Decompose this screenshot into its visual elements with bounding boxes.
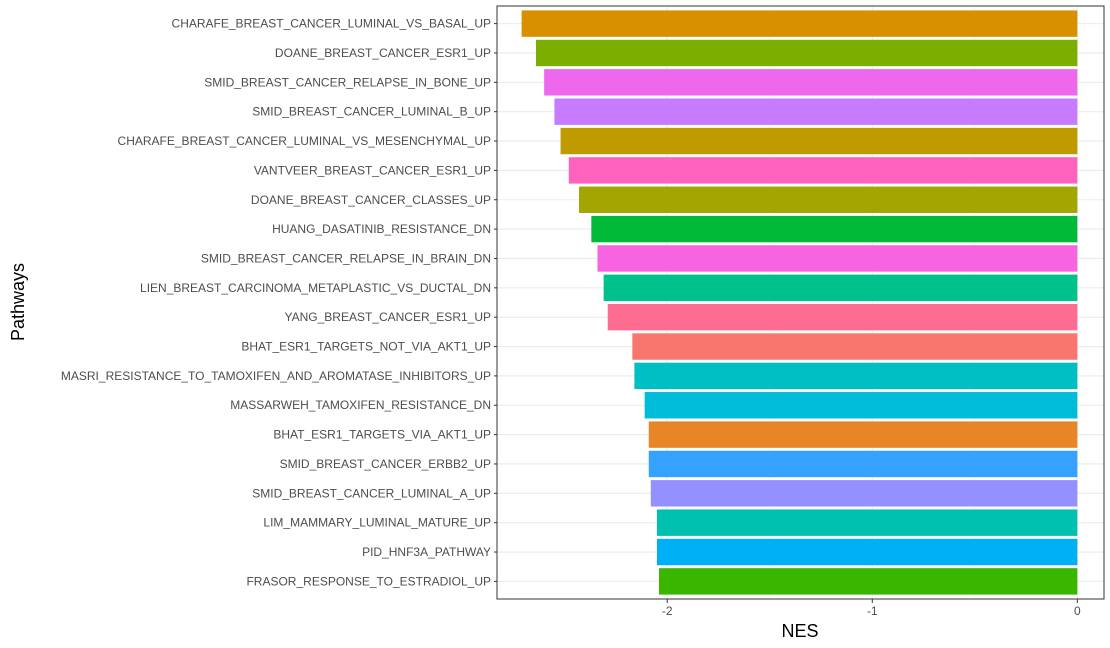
y-tick-label: PID_HNF3A_PATHWAY (362, 545, 491, 559)
x-tick-label: -1 (867, 604, 878, 618)
bar (591, 215, 1078, 243)
bar (603, 274, 1078, 302)
y-tick-label: LIEN_BREAST_CARCINOMA_METAPLASTIC_VS_DUC… (140, 281, 491, 295)
bar (650, 480, 1078, 507)
y-tick-label: CHARAFE_BREAST_CANCER_LUMINAL_VS_MESENCH… (118, 134, 491, 148)
bar (644, 392, 1078, 419)
bar (597, 245, 1078, 272)
y-tick-label: YANG_BREAST_CANCER_ESR1_UP (284, 310, 491, 324)
y-tick-label: SMID_BREAST_CANCER_LUMINAL_A_UP (252, 486, 491, 500)
bar (568, 157, 1078, 184)
bar (634, 362, 1078, 390)
y-tick-label: BHAT_ESR1_TARGETS_VIA_AKT1_UP (273, 428, 491, 442)
bar (521, 10, 1078, 37)
y-tick-label: VANTVEER_BREAST_CANCER_ESR1_UP (254, 163, 491, 177)
y-tick-label: FRASOR_RESPONSE_TO_ESTRADIOL_UP (246, 574, 491, 588)
y-tick-label: SMID_BREAST_CANCER_ERBB2_UP (280, 457, 491, 471)
y-tick-label: DOANE_BREAST_CANCER_CLASSES_UP (251, 193, 491, 207)
bar (648, 421, 1078, 448)
bar (607, 303, 1078, 331)
bar (554, 98, 1078, 125)
bar (579, 186, 1078, 213)
bar (632, 333, 1078, 360)
bar (656, 538, 1078, 566)
y-tick-label: SMID_BREAST_CANCER_RELAPSE_IN_BRAIN_DN (201, 251, 491, 265)
x-axis-title: NES (781, 621, 818, 641)
panel-border (496, 5, 1105, 600)
bar (648, 450, 1078, 478)
y-tick-label: MASSARWEH_TAMOXIFEN_RESISTANCE_DN (230, 398, 491, 412)
y-tick-label: MASRI_RESISTANCE_TO_TAMOXIFEN_AND_AROMAT… (61, 369, 491, 383)
y-tick-label: CHARAFE_BREAST_CANCER_LUMINAL_VS_BASAL_U… (172, 17, 491, 31)
x-tick-label: -2 (662, 604, 673, 618)
x-tick-label: 0 (1074, 604, 1081, 618)
bar (659, 568, 1078, 595)
y-tick-label: SMID_BREAST_CANCER_RELAPSE_IN_BONE_UP (204, 75, 491, 89)
bar (535, 39, 1078, 67)
y-tick-label: HUANG_DASATINIB_RESISTANCE_DN (272, 222, 491, 236)
y-tick-label: SMID_BREAST_CANCER_LUMINAL_B_UP (252, 105, 491, 119)
x-axis-ticks: -2 -1 0 (662, 599, 1081, 618)
y-axis-title: Pathways (8, 263, 28, 341)
y-tick-label: BHAT_ESR1_TARGETS_NOT_VIA_AKT1_UP (241, 340, 491, 354)
y-tick-label: LIM_MAMMARY_LUMINAL_MATURE_UP (263, 516, 491, 530)
bar (560, 127, 1078, 155)
bars (521, 10, 1078, 595)
bar (656, 509, 1078, 536)
y-tick-labels: CHARAFE_BREAST_CANCER_LUMINAL_VS_BASAL_U… (61, 17, 497, 588)
bar (544, 69, 1078, 96)
y-tick-label: DOANE_BREAST_CANCER_ESR1_UP (275, 46, 491, 60)
